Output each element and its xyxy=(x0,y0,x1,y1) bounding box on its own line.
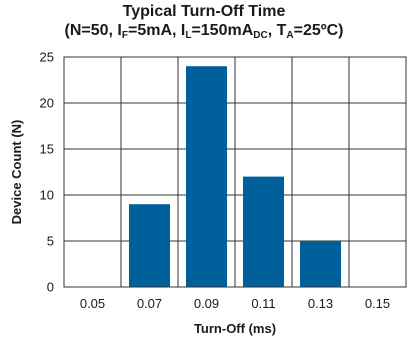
bar-0.11 xyxy=(242,176,285,287)
y-axis-label: Device Count (N) xyxy=(9,120,24,225)
y-tick-label: 15 xyxy=(40,142,54,157)
chart-subtitle: (N=50, IF=5mA, IL=150mADC, TA=25ºC) xyxy=(64,22,344,41)
bar-0.07 xyxy=(128,204,171,287)
plot-frame xyxy=(63,56,407,288)
y-tick-label: 20 xyxy=(40,96,54,111)
x-tick-label: 0.11 xyxy=(251,296,275,311)
bar-0.09 xyxy=(185,66,228,287)
gridlines xyxy=(64,56,406,288)
x-axis-label: Turn-Off (ms) xyxy=(194,321,276,336)
x-tick-labels: 0.05 0.07 0.09 0.11 0.13 0.15 xyxy=(80,296,390,311)
y-tick-labels: 0 5 10 15 20 25 xyxy=(40,50,54,295)
x-tick-label: 0.15 xyxy=(365,296,390,311)
x-tick-label: 0.09 xyxy=(194,296,219,311)
bars xyxy=(128,66,342,287)
x-tick-label: 0.13 xyxy=(308,296,333,311)
y-tick-label: 0 xyxy=(47,280,54,295)
x-tick-label: 0.05 xyxy=(80,296,105,311)
y-tick-label: 5 xyxy=(47,234,54,249)
chart-title-main: Typical Turn-Off Time xyxy=(122,3,286,20)
y-tick-label: 25 xyxy=(40,50,54,65)
chart-title: Typical Turn-Off Time (N=50, IF=5mA, IL=… xyxy=(0,2,408,41)
x-tick-label: 0.07 xyxy=(137,296,162,311)
bar-0.13 xyxy=(299,241,342,287)
y-tick-label: 10 xyxy=(40,188,54,203)
